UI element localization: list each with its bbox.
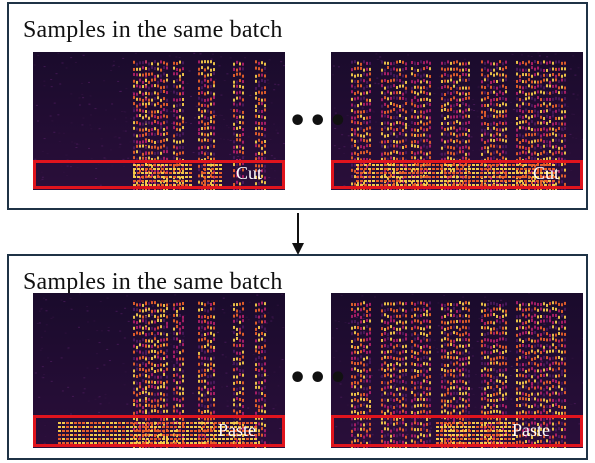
bottom-right-paste-label: Paste: [512, 420, 550, 440]
top-right-spectrogram: [331, 52, 583, 190]
bottom-right-spectrogram: [331, 293, 583, 448]
bottom-right-paste-box: [331, 415, 583, 447]
top-right-cut-label: Cut: [533, 163, 560, 183]
bottom-ellipsis: •••: [288, 361, 349, 396]
top-right-cut-box: [331, 160, 583, 189]
down-arrow-icon: [292, 213, 304, 255]
top-panel-title: Samples in the same batch: [23, 17, 283, 43]
bottom-left-paste-box: [33, 415, 285, 447]
bottom-left-spectrogram: [33, 293, 285, 448]
bottom-panel-title: Samples in the same batch: [23, 269, 283, 295]
top-left-cut-label: Cut: [236, 163, 263, 183]
top-left-cut-box: [33, 160, 285, 189]
top-ellipsis: •••: [288, 104, 349, 139]
top-left-spectrogram: [33, 52, 285, 190]
bottom-left-paste-label: Paste: [218, 420, 256, 440]
